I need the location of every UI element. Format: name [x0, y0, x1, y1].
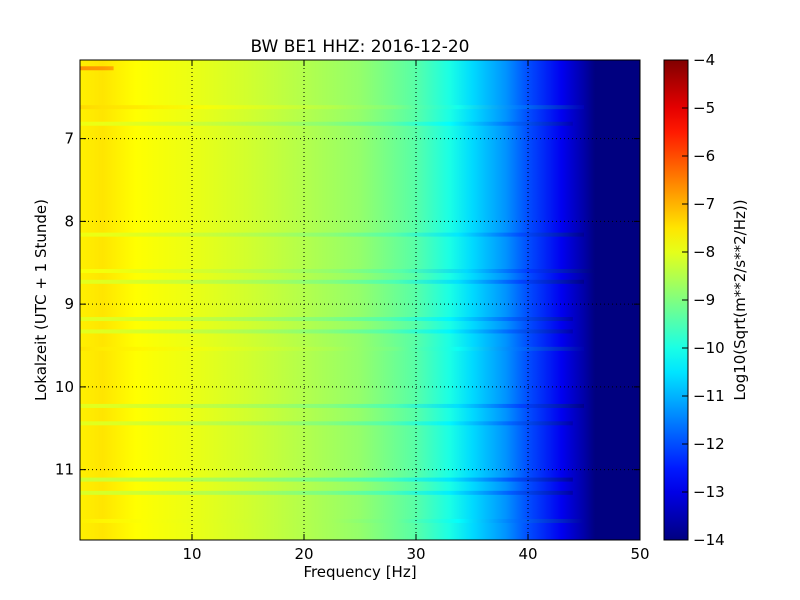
colorbar-label: Log10(Sqrt(m**2/s**2/Hz)) [731, 199, 749, 400]
x-axis-ticks: 10 20 30 40 50 [182, 60, 650, 563]
spectral-band [80, 121, 573, 126]
colorbar-tick-label: −7 [693, 195, 715, 213]
spectral-band [80, 105, 584, 110]
colorbar-tick-label: −4 [693, 51, 715, 69]
x-tick-label: 20 [294, 545, 313, 563]
spectral-band [80, 66, 114, 71]
x-tick-label: 10 [182, 545, 201, 563]
y-tick-label: 11 [55, 461, 74, 479]
colorbar-ticks: −4 −5 −6 −7 −8 −9 −10 −11 −12 −13 −14 [682, 51, 725, 549]
spectrogram-heatmap [80, 60, 640, 540]
colorbar-tick-label: −5 [693, 99, 715, 117]
colorbar-tick-label: −14 [693, 531, 725, 549]
spectral-band [80, 518, 584, 523]
colorbar-tick-label: −12 [693, 435, 725, 453]
y-tick-label: 8 [64, 212, 74, 230]
y-axis-ticks: 7 8 9 10 11 [55, 130, 640, 479]
spectral-band [80, 346, 584, 351]
spectral-band [80, 477, 573, 482]
x-axis-label: Frequency [Hz] [303, 563, 416, 581]
chart-title: BW BE1 HHZ: 2016-12-20 [250, 37, 469, 57]
spectral-band [80, 329, 573, 334]
y-tick-label: 10 [55, 378, 74, 396]
colorbar-tick-label: −10 [693, 339, 725, 357]
y-axis-label: Lokalzeit (UTC + 1 Stunde) [32, 199, 50, 401]
colorbar-tick-label: −11 [693, 387, 725, 405]
colorbar-tick-label: −9 [693, 291, 715, 309]
spectral-band [80, 421, 573, 426]
plot-frame [79, 59, 641, 541]
y-tick-label: 9 [64, 295, 74, 313]
spectral-band [80, 317, 573, 322]
x-tick-label: 50 [630, 545, 649, 563]
heatmap-background [80, 60, 640, 540]
colorbar-tick-label: −13 [693, 483, 725, 501]
spectral-band [80, 269, 596, 274]
colorbar-tick-label: −6 [693, 147, 715, 165]
spectral-band [80, 403, 584, 408]
x-tick-label: 40 [518, 545, 537, 563]
spectral-band [80, 232, 584, 237]
y-tick-label: 7 [64, 130, 74, 148]
colorbar-tick-label: −8 [693, 243, 715, 261]
spectral-band [80, 490, 573, 495]
spectral-band [80, 279, 584, 284]
x-tick-label: 30 [406, 545, 425, 563]
grid [80, 60, 640, 540]
